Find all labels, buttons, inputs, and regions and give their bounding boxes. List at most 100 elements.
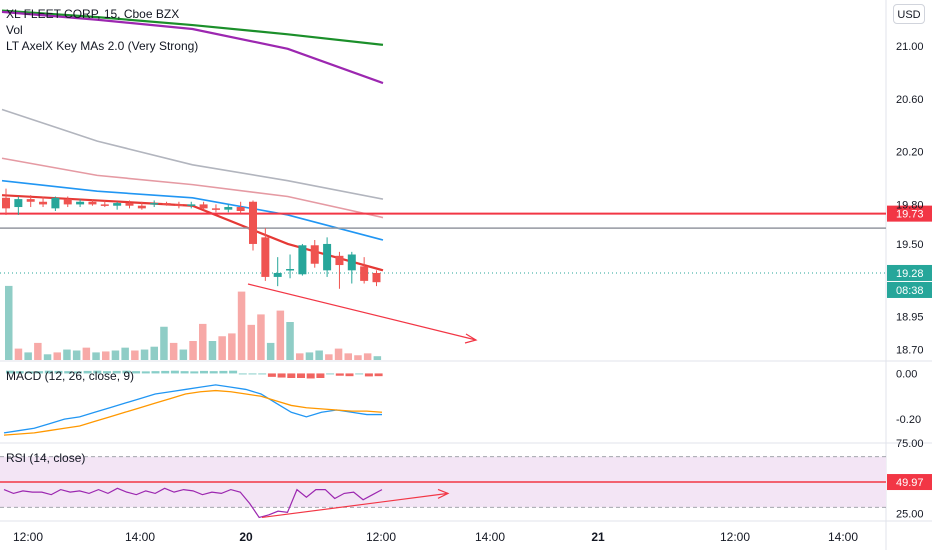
volume-bar — [296, 353, 304, 360]
countdown-label: 08:38 — [896, 285, 924, 297]
candle-body — [63, 199, 72, 205]
macd-histogram-bar — [73, 371, 82, 374]
macd-histogram-bar — [258, 373, 267, 375]
macd-histogram-bar — [277, 373, 286, 378]
volume-bar — [82, 347, 91, 360]
volume-bar — [43, 354, 52, 360]
candle-body — [236, 207, 245, 211]
rsi-legend[interactable]: RSI (14, close) — [6, 451, 86, 465]
volume-legend[interactable]: Vol — [6, 23, 23, 37]
currency-button[interactable]: USD — [893, 4, 925, 24]
price-tick-label: 21.00 — [896, 41, 924, 53]
moving-average-line — [1, 10, 384, 85]
rsi-trend-arrow-head — [437, 488, 450, 499]
candle-body — [137, 205, 146, 209]
macd-histogram-bar — [161, 370, 170, 374]
time-tick-label: 12:00 — [13, 530, 43, 544]
volume-bar — [179, 349, 188, 360]
candle-body — [335, 255, 344, 266]
volume-bar — [315, 350, 323, 360]
macd-legend[interactable]: MACD (12, 26, close, 9) — [6, 369, 135, 383]
volume-bar — [5, 285, 13, 360]
countdown-badge — [887, 281, 932, 298]
time-tick-label: 12:00 — [366, 530, 396, 544]
macd-histogram-bar — [267, 373, 276, 377]
volume-bar — [34, 342, 42, 360]
level-price-label: 19.73 — [896, 209, 924, 221]
candle-body — [150, 203, 159, 205]
price-tick-label: 19.50 — [896, 239, 924, 251]
volume-bar — [14, 348, 23, 360]
macd-histogram-bar — [287, 373, 296, 378]
candle-body — [51, 197, 60, 209]
macd-histogram-bar — [64, 371, 73, 374]
rsi-tick-label: 25.00 — [896, 509, 924, 521]
candle-body — [249, 201, 257, 244]
macd-histogram-bar — [83, 370, 92, 374]
horizontal-lines-layer: 19.73 19.28 08:38 — [0, 205, 932, 298]
time-tick-label: 14:00 — [475, 530, 505, 544]
macd-histogram-bar — [219, 370, 228, 374]
rsi-value-badge — [887, 474, 932, 491]
volume-bar — [228, 333, 236, 360]
macd-histogram-bar — [345, 373, 354, 377]
candle-body — [125, 203, 134, 206]
trend-arrow-line — [247, 283, 477, 341]
rsi-series-line — [3, 487, 383, 519]
macd-histogram-bar — [132, 371, 141, 374]
macd-histogram-bar — [200, 370, 208, 374]
volume-bar — [363, 353, 372, 360]
volume-bar — [334, 348, 343, 360]
volume-bar — [24, 352, 32, 360]
candle-body — [372, 272, 381, 283]
macd-histogram-bar — [6, 370, 14, 374]
candle-body — [286, 269, 295, 271]
volume-bar — [276, 310, 285, 360]
level-price-badge — [887, 205, 932, 222]
last-price-label: 19.28 — [896, 268, 924, 280]
volume-bar — [218, 336, 226, 360]
price-tick-label: 18.70 — [896, 344, 924, 356]
moving-average-line — [1, 108, 384, 200]
volume-bar — [102, 351, 110, 360]
candle-body — [199, 204, 208, 209]
macd-histogram-bar — [93, 370, 102, 374]
macd-histogram-bar — [374, 373, 383, 377]
candle-body — [224, 207, 233, 210]
macd-histogram-bar — [122, 370, 131, 374]
macd-histogram-bar — [141, 371, 150, 374]
macd-histogram-bar — [364, 373, 373, 377]
macd-histogram-bar — [112, 370, 121, 374]
macd-histogram-bar — [297, 373, 305, 378]
time-tick-label: 12:00 — [720, 530, 750, 544]
volume-bar — [63, 349, 71, 360]
moving-average-line — [1, 157, 384, 219]
candle-body — [187, 204, 196, 206]
volume-bar — [373, 356, 382, 360]
candle-body — [360, 266, 369, 281]
symbol-title[interactable]: XL FLEET CORP, 15, Cboe BZX — [6, 7, 180, 21]
volume-bar — [169, 342, 178, 360]
candle-body — [88, 201, 97, 205]
time-tick-label: 21 — [591, 530, 605, 544]
macd-histogram-bar — [248, 373, 257, 375]
volume-bar — [354, 355, 362, 360]
rsi-layer: 49.97 75.00 25.00 — [0, 438, 932, 521]
candle-body — [39, 201, 48, 205]
ma-indicator-legend[interactable]: LT AxelX Key MAs 2.0 (Very Strong) — [6, 39, 199, 53]
macd-histogram-bar — [35, 371, 44, 374]
macd-histogram-bar — [335, 373, 344, 376]
volume-bar — [199, 323, 207, 360]
volume-bar — [189, 341, 197, 360]
price-tick-label: 19.80 — [896, 199, 924, 211]
time-tick-label: 20 — [239, 530, 253, 544]
price-tick-label: 18.95 — [896, 311, 924, 323]
macd-histogram-bar — [209, 371, 218, 374]
rsi-value-label: 49.97 — [896, 477, 924, 489]
volume-bar — [344, 353, 352, 360]
candle-body — [347, 254, 356, 271]
volume-bar — [53, 352, 61, 360]
volume-layer — [5, 285, 382, 360]
